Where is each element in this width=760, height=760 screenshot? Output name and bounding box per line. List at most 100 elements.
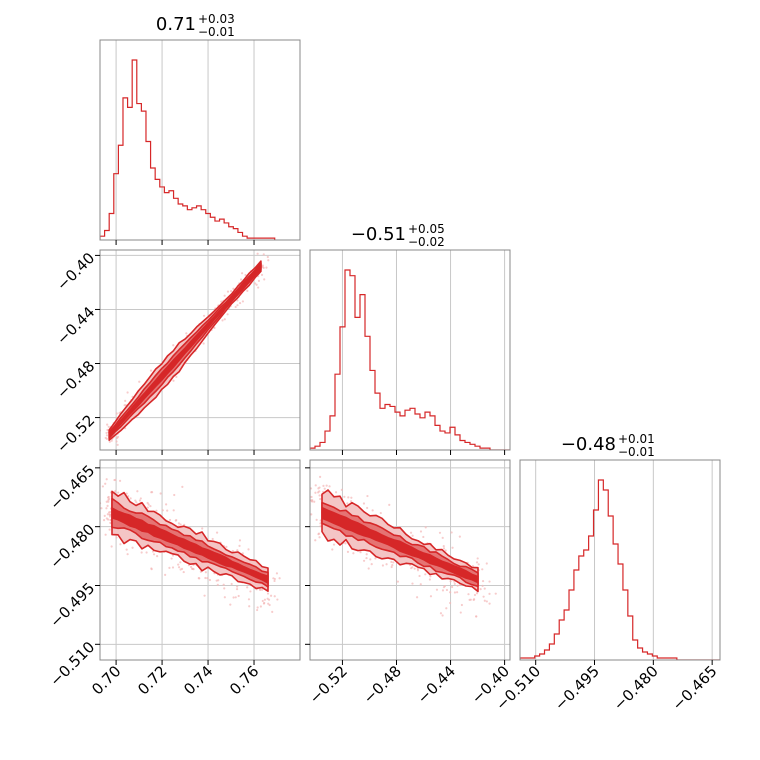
scatter-point (238, 544, 241, 547)
scatter-point (254, 282, 257, 285)
scatter-point (108, 497, 111, 501)
scatter-point (278, 577, 281, 580)
scatter-point (168, 566, 171, 570)
scatter-point (475, 561, 479, 564)
histogram-2 (310, 269, 510, 450)
scatter-point (246, 289, 249, 292)
panel-frame (99, 39, 301, 241)
scatter-point (164, 573, 167, 576)
scatter-point (134, 499, 137, 502)
density-panel-2-3 (305, 459, 511, 665)
scatter-point (172, 379, 175, 382)
scatter-point (100, 507, 103, 510)
scatter-point (488, 602, 491, 605)
scatter-point (370, 563, 373, 566)
scatter-point (108, 440, 111, 443)
scatter-point (310, 513, 313, 516)
scatter-point (223, 587, 226, 590)
y-tick-label: −0.465 (46, 461, 98, 513)
scatter-point (265, 266, 268, 269)
scatter-point (340, 488, 343, 491)
scatter-point (232, 596, 235, 599)
x-tick-label: −0.465 (669, 662, 721, 714)
scatter-point (390, 565, 393, 569)
scatter-point (347, 496, 350, 499)
scatter-point (481, 584, 484, 587)
scatter-point (450, 531, 453, 534)
scatter-point (126, 391, 129, 394)
scatter-point (135, 501, 138, 504)
scatter-point (104, 533, 107, 536)
scatter-point (170, 557, 173, 560)
scatter-point (231, 549, 234, 553)
scatter-point (149, 369, 153, 372)
scatter-point (263, 601, 266, 605)
scatter-point (159, 492, 162, 495)
scatter-point (174, 519, 177, 522)
scatter-point (105, 500, 108, 503)
scatter-point (150, 491, 154, 494)
scatter-point (230, 290, 233, 293)
y-tick-label: −0.48 (53, 357, 98, 402)
param-title-minus-1: −0.01 (198, 25, 235, 39)
scatter-point (248, 605, 251, 608)
scatter-point (115, 536, 118, 539)
scatter-point (161, 509, 164, 512)
scatter-point (202, 314, 206, 317)
scatter-point (257, 279, 261, 282)
scatter-point (481, 579, 485, 583)
scatter-point (106, 518, 110, 521)
x-tick-label: −0.480 (610, 662, 662, 714)
scatter-point (125, 492, 128, 495)
scatter-point (140, 551, 143, 554)
scatter-point (147, 503, 150, 506)
scatter-point (379, 511, 382, 515)
scatter-point (428, 578, 431, 581)
scatter-point (313, 500, 316, 503)
scatter-point (319, 497, 322, 501)
param-title-1: 0.71 (156, 14, 196, 35)
scatter-point (96, 507, 98, 509)
scatter-point (314, 491, 317, 494)
scatter-point (222, 583, 225, 586)
y-tick-label: −0.52 (53, 411, 98, 456)
scatter-point (237, 594, 240, 598)
y-tick-label: −0.44 (53, 303, 98, 348)
scatter-point (105, 478, 108, 481)
scatter-point (371, 509, 374, 512)
param-title-plus-1: +0.03 (198, 12, 235, 26)
scatter-point (450, 585, 454, 589)
scatter-point (239, 278, 243, 281)
scatter-point (236, 304, 239, 307)
scatter-point (460, 603, 463, 607)
scatter-point (273, 579, 276, 583)
scatter-point (103, 514, 106, 517)
scatter-point (456, 584, 459, 587)
scatter-point (146, 506, 149, 509)
density-panel-1-3 (95, 459, 301, 665)
scatter-point (396, 580, 399, 583)
scatter-point (366, 494, 369, 498)
scatter-point (475, 592, 479, 595)
scatter-point (240, 272, 244, 275)
scatter-point (442, 545, 445, 548)
scatter-point (244, 273, 247, 277)
scatter-point (473, 593, 477, 597)
scatter-point (453, 582, 456, 586)
scatter-point (116, 443, 119, 446)
scatter-point (256, 608, 259, 612)
scatter-point (105, 431, 108, 435)
scatter-point (177, 522, 181, 525)
scatter-point (236, 299, 239, 302)
scatter-point (310, 487, 313, 490)
scatter-point (171, 554, 175, 557)
scatter-point (443, 584, 447, 588)
scatter-point (226, 313, 229, 316)
scatter-point (165, 503, 168, 506)
scatter-point (445, 607, 448, 610)
scatter-point (322, 484, 325, 487)
scatter-point (410, 567, 413, 570)
scatter-point (429, 595, 433, 598)
panel-frame (519, 459, 721, 661)
